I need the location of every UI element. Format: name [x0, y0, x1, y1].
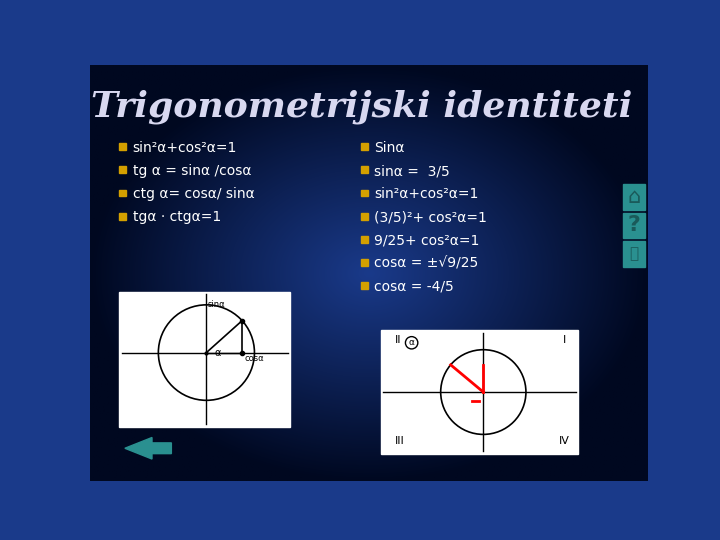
Bar [361, 190, 368, 197]
Bar [381, 330, 578, 454]
Text: Sinα: Sinα [374, 141, 405, 155]
Text: sin²α+cos²α=1: sin²α+cos²α=1 [374, 187, 479, 201]
Text: sin²α+cos²α=1: sin²α+cos²α=1 [132, 141, 237, 155]
Text: α: α [214, 348, 220, 359]
Bar [361, 166, 368, 173]
Bar [361, 282, 368, 289]
Bar [120, 143, 127, 150]
Text: α: α [409, 338, 415, 347]
Text: 9/25+ cos²α=1: 9/25+ cos²α=1 [374, 233, 480, 247]
Bar [120, 213, 127, 220]
Text: cosα = ±√9/25: cosα = ±√9/25 [374, 256, 479, 271]
Bar [361, 143, 368, 150]
Text: ?: ? [628, 215, 641, 235]
Text: 🗋: 🗋 [629, 246, 639, 261]
Polygon shape [125, 437, 171, 459]
Bar [361, 213, 368, 220]
Bar [361, 236, 368, 242]
Text: II: II [395, 335, 401, 345]
Text: I: I [563, 335, 566, 345]
Text: sinα: sinα [208, 300, 225, 309]
Text: tg α = sinα /cosα: tg α = sinα /cosα [132, 164, 251, 178]
Text: cosα = -4/5: cosα = -4/5 [374, 280, 454, 294]
Bar [624, 213, 645, 238]
Text: IV: IV [559, 436, 570, 447]
Text: ctg α= cosα/ sinα: ctg α= cosα/ sinα [132, 187, 254, 201]
Text: sinα =  3/5: sinα = 3/5 [374, 164, 450, 178]
Text: (3/5)²+ cos²α=1: (3/5)²+ cos²α=1 [374, 210, 487, 224]
Text: ⌂: ⌂ [627, 187, 641, 207]
Text: cosα: cosα [244, 354, 264, 363]
Bar [624, 184, 645, 210]
Text: Trigonometrijski identiteti: Trigonometrijski identiteti [91, 90, 632, 124]
Bar [120, 166, 127, 173]
Text: tgα · ctgα=1: tgα · ctgα=1 [132, 210, 221, 224]
Bar [361, 259, 368, 266]
Bar [624, 241, 645, 267]
Bar [120, 292, 290, 427]
Bar [120, 190, 127, 197]
Text: III: III [395, 436, 405, 447]
